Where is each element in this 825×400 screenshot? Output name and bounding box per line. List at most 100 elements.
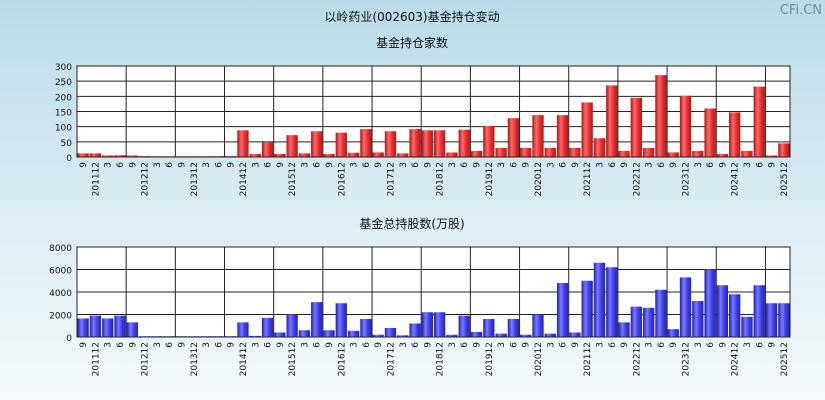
total-shares-bar xyxy=(507,319,520,337)
holder-count-bar xyxy=(274,153,286,157)
holder-count-x-tick-label: 3 xyxy=(546,162,556,168)
total-shares-bar xyxy=(274,332,286,337)
holder-count-bar xyxy=(483,126,495,157)
total-shares-x-tick-label: 3 xyxy=(595,342,605,348)
total-shares-bar xyxy=(372,334,384,337)
total-shares-bar xyxy=(397,335,409,337)
holder-count-x-tick-label: 201312 xyxy=(190,162,200,196)
total-shares-x-tick-label: 201212 xyxy=(141,342,151,376)
holder-count-x-tick-label: 3 xyxy=(399,162,409,168)
total-shares-x-tick-label: 6 xyxy=(608,342,618,348)
holder-count-bar xyxy=(335,132,347,157)
total-shares-bar xyxy=(618,322,630,337)
total-shares-x-tick-label: 3 xyxy=(497,342,507,348)
holder-count-x-tick-label: 3 xyxy=(694,162,704,168)
holder-count-bar xyxy=(778,143,790,157)
total-shares-x-tick-label: 6 xyxy=(116,342,126,348)
holder-count-y-tick-label: 200 xyxy=(55,93,72,103)
total-shares-x-tick-label: 9 xyxy=(718,342,728,348)
total-shares-bar xyxy=(716,285,729,337)
total-shares-x-tick-label: 6 xyxy=(214,342,224,348)
holder-count-x-tick-label: 9 xyxy=(227,162,237,168)
total-shares-x-tick-label: 201512 xyxy=(288,342,298,376)
holder-count-x-tick-label: 3 xyxy=(497,162,507,168)
holder-count-bar xyxy=(372,152,384,157)
total-shares-bar xyxy=(311,302,323,337)
total-shares-x-tick-label: 6 xyxy=(165,342,175,348)
holder-count-y-tick-label: 0 xyxy=(66,154,72,164)
holder-count-bar xyxy=(704,108,716,157)
holder-count-bar xyxy=(102,155,114,157)
total-shares-x-tick-label: 6 xyxy=(755,342,765,348)
holder-count-bar xyxy=(360,129,372,157)
total-shares-x-tick-label: 6 xyxy=(706,342,716,348)
holder-count-bar xyxy=(569,147,581,157)
total-shares-bar xyxy=(421,312,433,337)
holder-count-bar xyxy=(667,152,679,157)
total-shares-x-tick-label: 9 xyxy=(620,342,630,348)
total-shares-x-tick-label: 9 xyxy=(522,342,532,348)
holder-count-x-tick-label: 201412 xyxy=(239,162,249,196)
total-shares-x-tick-label: 202212 xyxy=(632,342,642,376)
holder-count-bar xyxy=(593,138,606,157)
total-shares-bar xyxy=(470,331,483,337)
holder-count-bar xyxy=(544,147,556,157)
total-shares-x-tick-label: 201612 xyxy=(337,342,347,376)
holder-count-bar xyxy=(421,130,433,157)
holder-count-bar xyxy=(532,115,544,157)
total-shares-y-tick-label: 6000 xyxy=(49,267,72,277)
total-shares-x-tick-label: 201712 xyxy=(386,342,396,376)
chart-2-title: 基金总持股数(万股) xyxy=(359,216,464,231)
total-shares-x-tick-label: 9 xyxy=(473,342,483,348)
holder-count-bar xyxy=(753,86,765,157)
total-shares-x-tick-label: 9 xyxy=(325,342,335,348)
holder-count-y-tick-label: 100 xyxy=(55,124,72,134)
holder-count-x-tick-label: 202012 xyxy=(534,162,544,196)
total-shares-bar xyxy=(347,330,360,337)
total-shares-bar xyxy=(126,322,138,337)
total-shares-x-tick-label: 6 xyxy=(362,342,372,348)
holder-count-x-tick-label: 202512 xyxy=(780,162,790,196)
total-shares-x-tick-label: 9 xyxy=(374,342,384,348)
watermark: CFi.CN xyxy=(780,3,822,18)
holder-count-x-tick-label: 6 xyxy=(460,162,470,168)
total-shares-x-tick-label: 3 xyxy=(743,342,753,348)
holder-count-x-tick-label: 201712 xyxy=(386,162,396,196)
holder-count-bar xyxy=(470,150,483,157)
total-shares-bar xyxy=(606,267,618,337)
holder-count-x-tick-label: 3 xyxy=(251,162,261,168)
total-shares-x-tick-label: 201312 xyxy=(190,342,200,376)
total-shares-bar xyxy=(298,330,311,337)
holder-count-bar xyxy=(507,118,520,157)
total-shares-bar xyxy=(286,314,298,337)
holder-count-bar xyxy=(679,95,692,157)
total-shares-bar xyxy=(114,315,126,337)
total-shares-bar xyxy=(692,301,704,337)
total-shares-x-tick-label: 9 xyxy=(227,342,237,348)
holder-count-x-tick-label: 3 xyxy=(350,162,360,168)
total-shares-bar xyxy=(667,329,679,337)
holder-count-bar xyxy=(77,153,89,157)
holder-count-x-tick-label: 9 xyxy=(571,162,581,168)
holder-count-bar xyxy=(655,75,667,157)
holder-count-bar xyxy=(741,150,753,157)
holder-count-x-tick-label: 3 xyxy=(104,162,114,168)
total-shares-x-tick-label: 9 xyxy=(768,342,778,348)
holder-count-x-tick-label: 6 xyxy=(362,162,372,168)
holder-count-bar xyxy=(409,129,421,157)
holder-count-x-tick-label: 6 xyxy=(264,162,274,168)
holder-count-x-tick-label: 9 xyxy=(374,162,384,168)
total-shares-bar xyxy=(409,323,421,337)
total-shares-bar xyxy=(458,315,470,337)
holder-count-bar xyxy=(237,130,249,157)
total-shares-x-tick-label: 6 xyxy=(460,342,470,348)
total-shares-bar xyxy=(237,322,249,337)
total-shares-x-tick-label: 3 xyxy=(350,342,360,348)
total-shares-bar xyxy=(335,303,347,337)
total-shares-bar xyxy=(593,262,606,337)
total-shares-bar xyxy=(261,317,274,337)
holder-count-x-tick-label: 9 xyxy=(325,162,335,168)
holder-count-x-tick-label: 202312 xyxy=(682,162,692,196)
